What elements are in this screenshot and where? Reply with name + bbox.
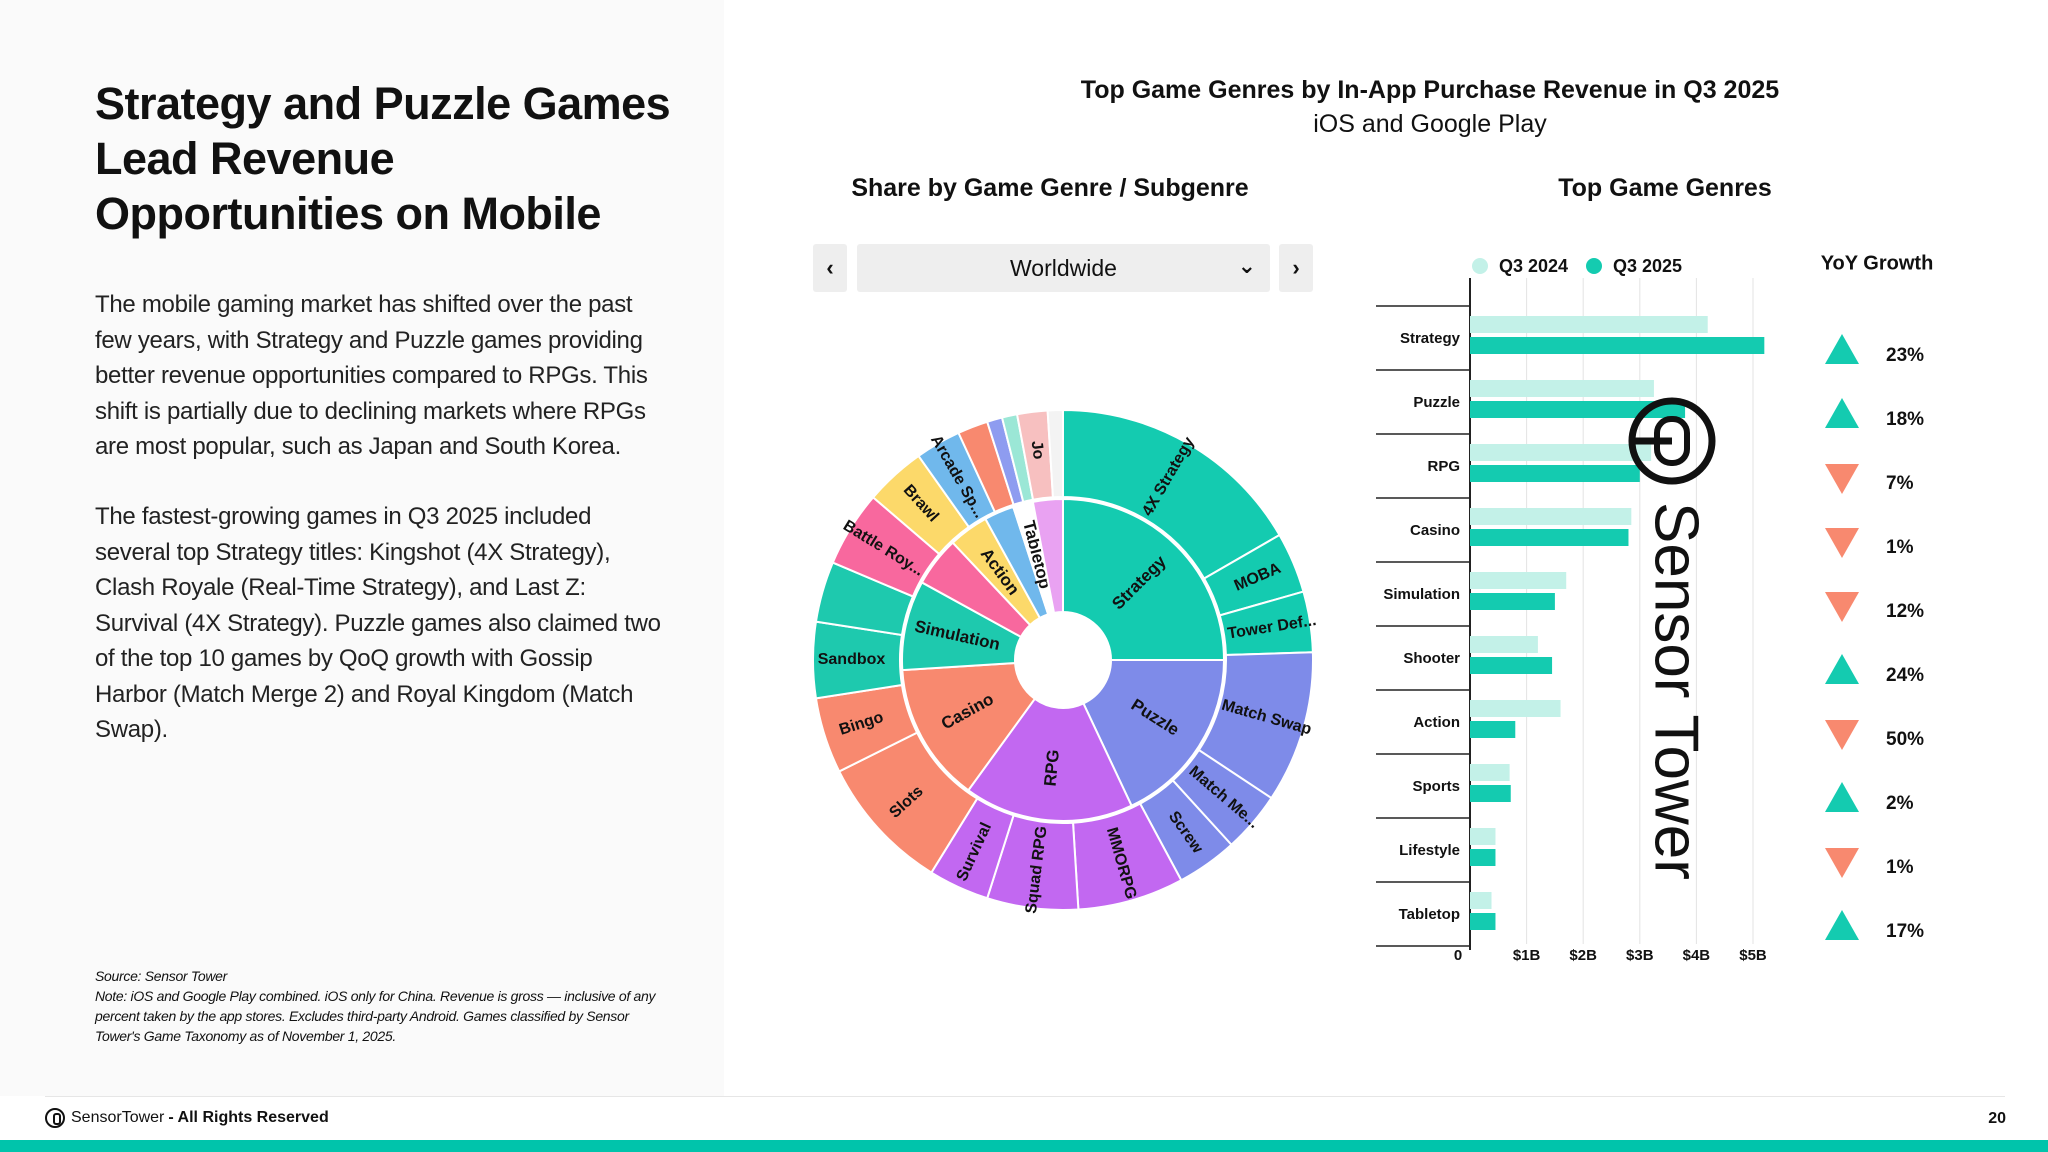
bar-q3-2024[interactable] <box>1470 508 1632 525</box>
bar-q3-2024[interactable] <box>1470 380 1654 397</box>
bar-q3-2025[interactable] <box>1470 785 1511 802</box>
yoy-growth-table: YoY Growth 23% 18% 7% 1% 12% 24% 50% 2% 1% 17% <box>1821 252 1934 942</box>
bar-q3-2024[interactable] <box>1470 444 1652 461</box>
yoy-growth-value: 2% <box>1886 793 1914 814</box>
bar-category-label: Strategy <box>1400 330 1461 347</box>
yoy-growth-value: 23% <box>1886 345 1924 366</box>
bar-category-label: Puzzle <box>1413 394 1460 411</box>
legend-swatch <box>1472 258 1488 274</box>
triangle-down-icon <box>1825 528 1859 558</box>
sunburst-outer-label: Sandbox <box>818 651 886 668</box>
bar-x-tick-label: $5B <box>1739 947 1767 964</box>
bar-x-tick-label: $1B <box>1513 947 1541 964</box>
yoy-growth-value: 50% <box>1886 729 1924 750</box>
bar-q3-2025[interactable] <box>1470 465 1640 482</box>
bar-category-label: Shooter <box>1403 650 1460 667</box>
bar-category-label: Tabletop <box>1399 906 1460 923</box>
bar-q3-2025[interactable] <box>1470 401 1686 418</box>
chevron-down-icon: ⌄ <box>1237 253 1256 278</box>
bar-q3-2024[interactable] <box>1470 764 1510 781</box>
bar-legend: Q3 2024 Q3 2025 <box>1472 256 1682 276</box>
region-dropdown[interactable]: Worldwide ⌄ <box>857 244 1270 292</box>
sunburst-inner-label: RPG <box>1041 749 1063 787</box>
region-prev-button[interactable]: ‹ <box>813 244 847 292</box>
bar-chart-title: Top Game Genres <box>1558 174 1772 202</box>
bar-q3-2024[interactable] <box>1470 700 1561 717</box>
body-paragraph-1: The mobile gaming market has shifted ove… <box>95 291 648 460</box>
bar-x-tick-label: 0 <box>1454 947 1462 964</box>
yoy-growth-value: 1% <box>1886 857 1914 878</box>
sunburst-chart: StrategyPuzzleRPGCasinoSimulationActionT… <box>812 408 1317 915</box>
bar-q3-2024[interactable] <box>1470 636 1538 653</box>
triangle-up-icon <box>1825 398 1859 428</box>
triangle-up-icon <box>1825 654 1859 684</box>
bar-q3-2024[interactable] <box>1470 892 1492 909</box>
yoy-growth-value: 17% <box>1886 921 1924 942</box>
bar-category-label: Lifestyle <box>1399 842 1460 859</box>
chart-title: Top Game Genres by In-App Purchase Reven… <box>1080 76 1780 104</box>
sunburst-outer-label: Jo <box>1028 440 1047 461</box>
source-line: Source: Sensor Tower <box>95 968 227 984</box>
bar-category-label: Action <box>1413 714 1460 731</box>
bar-x-tick-label: $2B <box>1569 947 1597 964</box>
bar-q3-2025[interactable] <box>1470 913 1496 930</box>
sunburst-title: Share by Game Genre / Subgenre <box>851 174 1249 202</box>
triangle-down-icon <box>1825 464 1859 494</box>
bar-category-label: Sports <box>1412 778 1460 795</box>
footer-divider <box>45 1096 2005 1097</box>
chevron-left-icon: ‹ <box>826 255 834 280</box>
region-selected-value: Worldwide <box>1010 254 1117 281</box>
chart-subtitle: iOS and Google Play <box>1313 110 1547 138</box>
yoy-growth-value: 7% <box>1886 473 1914 494</box>
bar-x-tick-label: $3B <box>1626 947 1654 964</box>
triangle-up-icon <box>1825 782 1859 812</box>
bar-chart: Strategy Puzzle RPG Casino Simulation Shooter… <box>1376 256 1767 964</box>
legend-label: Q3 2024 <box>1499 256 1568 276</box>
yoy-growth-value: 1% <box>1886 537 1914 558</box>
footer-brand-name: SensorTower <box>71 1109 165 1126</box>
triangle-down-icon <box>1825 720 1859 750</box>
chevron-right-icon: › <box>1292 255 1300 280</box>
yoy-growth-value: 24% <box>1886 665 1924 686</box>
note-line: Note: iOS and Google Play combined. iOS … <box>95 988 656 1044</box>
bar-q3-2025[interactable] <box>1470 849 1496 866</box>
footer-rights: - All Rights Reserved <box>168 1109 329 1126</box>
footer-brand: SensorTower - All Rights Reserved <box>45 1108 329 1128</box>
left-panel <box>0 0 724 1096</box>
page-number: 20 <box>1988 1110 2006 1127</box>
body-paragraph-2: The fastest-growing games in Q3 2025 inc… <box>95 503 661 743</box>
bar-category-label: RPG <box>1427 458 1460 475</box>
bar-category-label: Simulation <box>1383 586 1460 603</box>
bar-q3-2025[interactable] <box>1470 337 1765 354</box>
bar-q3-2025[interactable] <box>1470 529 1629 546</box>
sensor-tower-logo-icon <box>45 1108 65 1128</box>
triangle-up-icon <box>1825 910 1859 940</box>
bar-q3-2025[interactable] <box>1470 657 1553 674</box>
triangle-down-icon <box>1825 592 1859 622</box>
sensor-tower-watermark: Sensor Tower <box>1628 397 1716 880</box>
sunburst-center-hole <box>1015 612 1111 708</box>
bar-x-tick-label: $4B <box>1683 947 1711 964</box>
bar-q3-2024[interactable] <box>1470 316 1708 333</box>
yoy-growth-value: 12% <box>1886 601 1924 622</box>
triangle-up-icon <box>1825 334 1859 364</box>
sunburst-outer-segment[interactable] <box>1046 408 1064 499</box>
yoy-growth-value: 18% <box>1886 409 1924 430</box>
footer-accent-bar <box>0 1140 2048 1152</box>
triangle-down-icon <box>1825 848 1859 878</box>
page-headline: Strategy and Puzzle Games Lead Revenue O… <box>95 78 671 239</box>
bar-q3-2024[interactable] <box>1470 828 1496 845</box>
bar-q3-2025[interactable] <box>1470 593 1555 610</box>
yoy-title: YoY Growth <box>1821 252 1934 274</box>
source-note: Source: Sensor Tower Note: iOS and Googl… <box>95 966 675 1046</box>
region-next-button[interactable]: › <box>1279 244 1313 292</box>
sensor-tower-watermark-text: Sensor Tower <box>1642 502 1711 880</box>
bar-category-label: Casino <box>1410 522 1460 539</box>
legend-swatch <box>1586 258 1602 274</box>
bar-q3-2025[interactable] <box>1470 721 1516 738</box>
bar-q3-2024[interactable] <box>1470 572 1567 589</box>
legend-label: Q3 2025 <box>1613 256 1682 276</box>
